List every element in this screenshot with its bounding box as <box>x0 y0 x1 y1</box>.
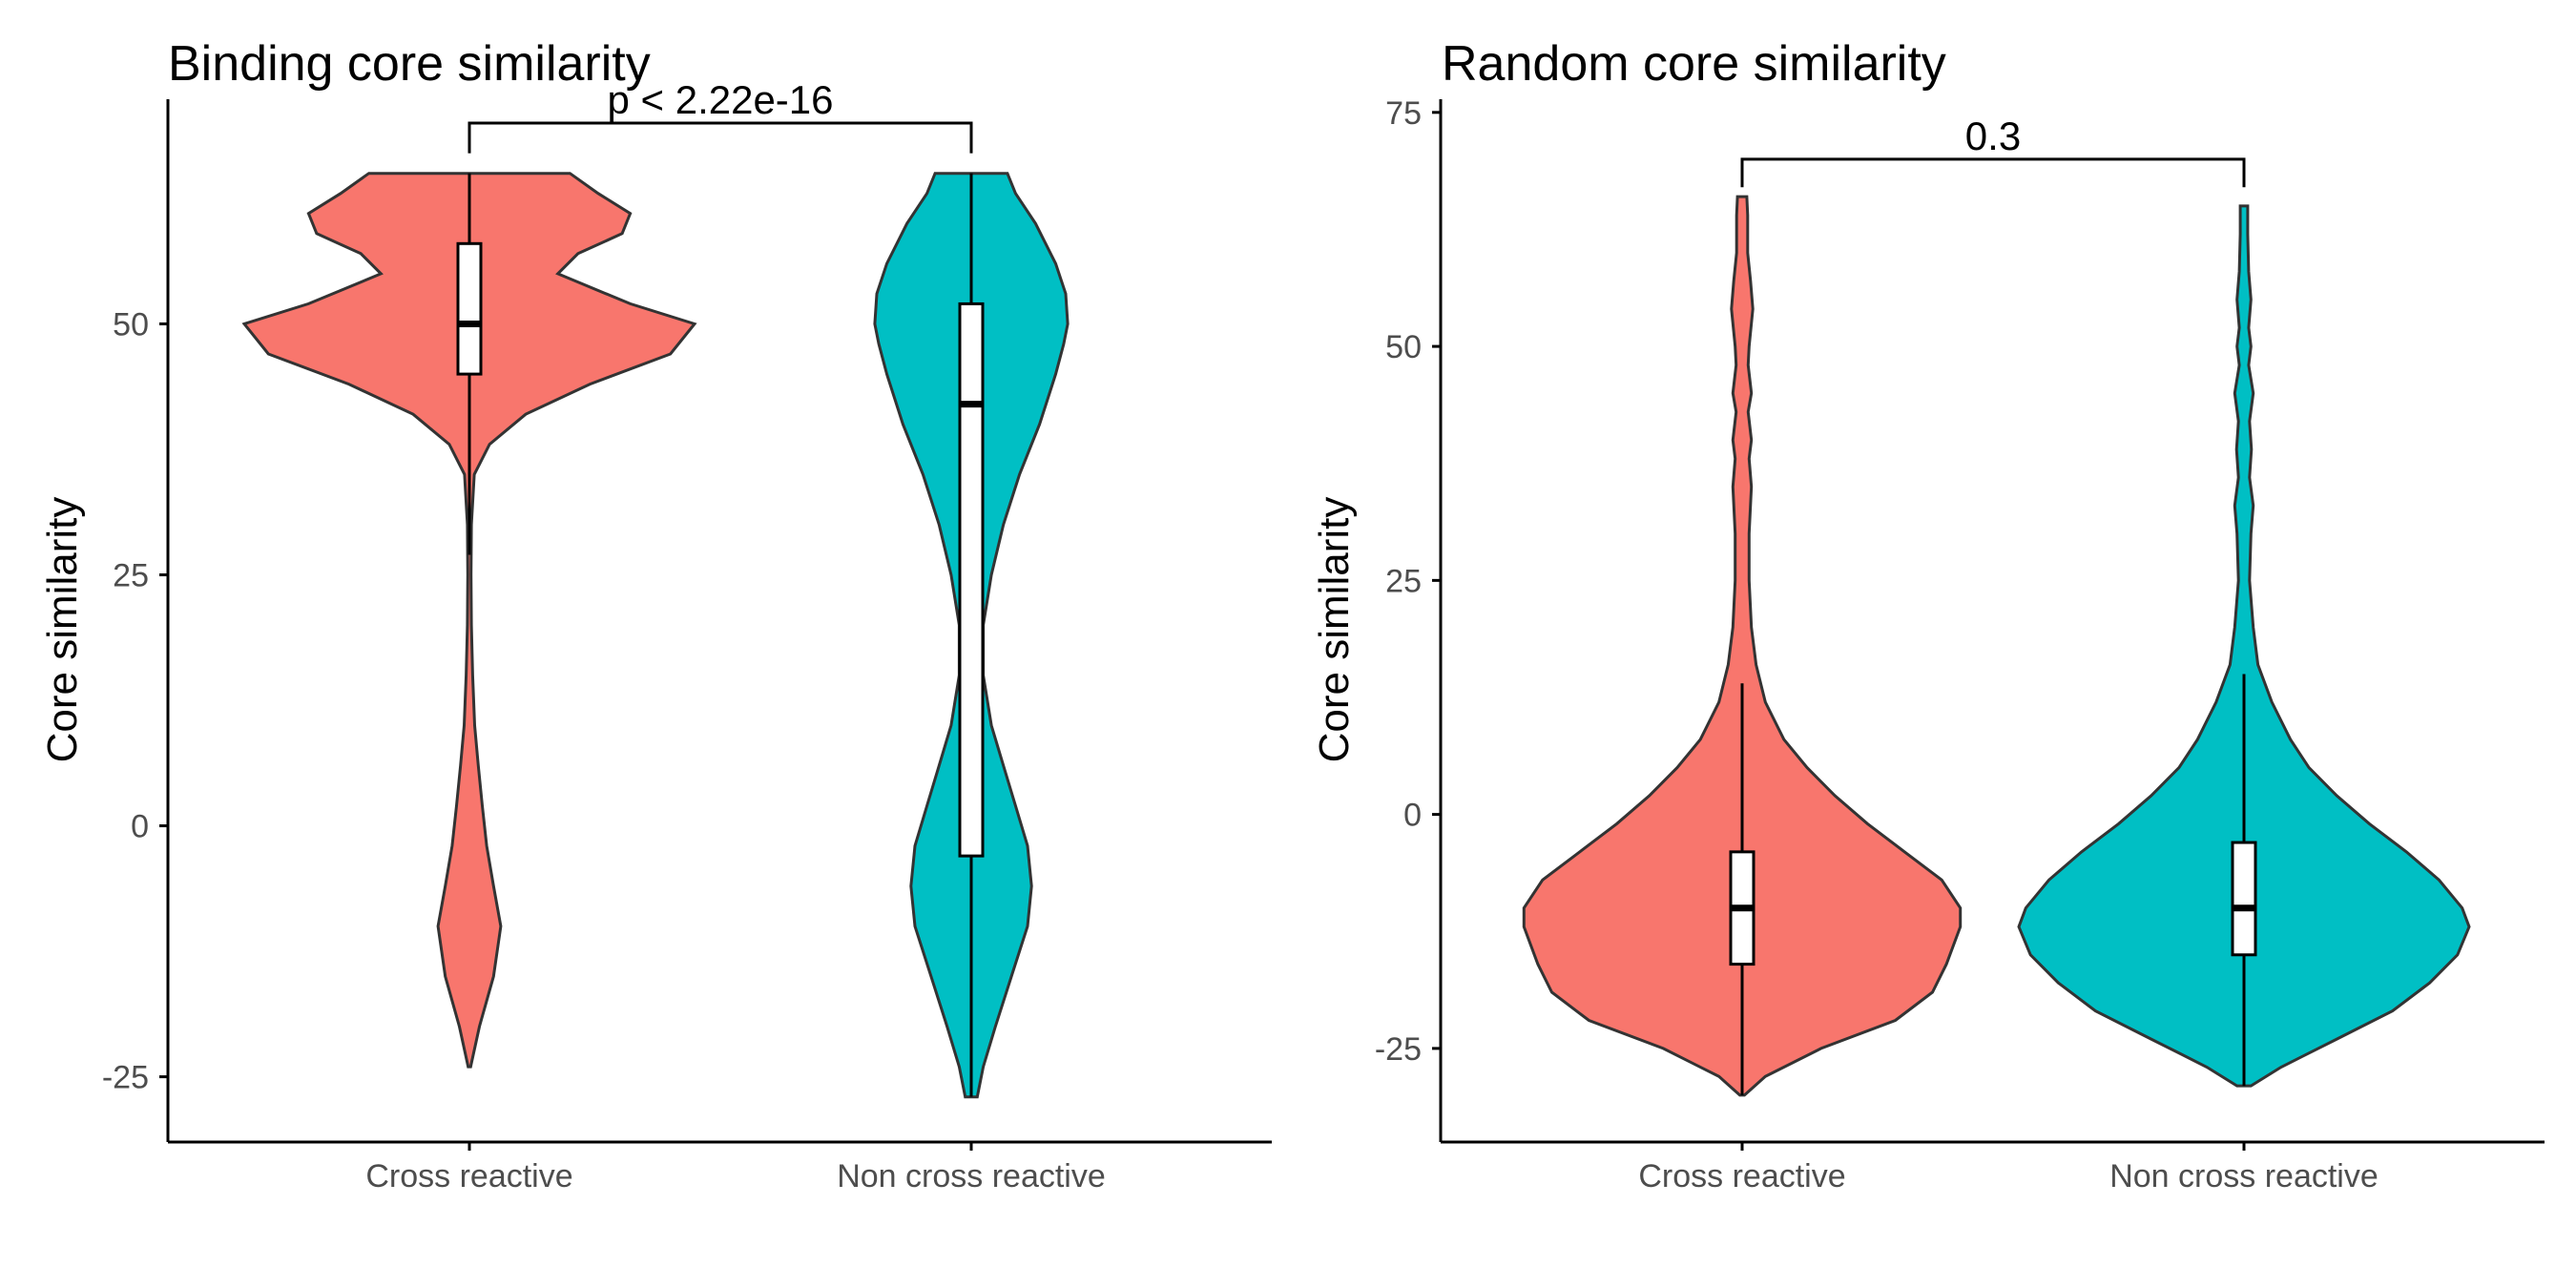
iqr-box <box>2231 841 2257 957</box>
y-tick-label: 50 <box>1385 329 1422 365</box>
p-value-label: p < 2.22e-16 <box>607 77 833 122</box>
comparison-bracket: 0.3 <box>1740 114 2246 188</box>
x-tick-label: Non cross reactive <box>2109 1158 2379 1195</box>
tick-layer: -25 0 25 50 75 Cross reactive Non cross reacti… <box>1375 95 2379 1195</box>
iqr-box <box>958 301 985 858</box>
violin-layer <box>1522 195 2471 1097</box>
x-tick-label: Cross reactive <box>365 1158 572 1195</box>
panel-random-core-similarity: Random core similarity Core similarity -… <box>1311 36 2545 1195</box>
panel-title: Random core similarity <box>1442 36 1946 92</box>
bracket-line <box>467 121 973 154</box>
panel-title: Binding core similarity <box>168 36 651 92</box>
violin-cross-reactive <box>1522 195 1963 1097</box>
x-tick-label: Non cross reactive <box>837 1158 1106 1195</box>
x-tick-label: Cross reactive <box>1638 1158 1845 1195</box>
y-axis-label: Core similarity <box>1311 497 1358 763</box>
tick-layer: -25 0 25 50 Cross reactive Non cross reactive <box>102 306 1106 1195</box>
box-layer <box>1729 674 2257 1095</box>
bracket-line <box>1740 157 2246 188</box>
axes <box>166 99 1272 1144</box>
comparison-bracket: p < 2.22e-16 <box>467 77 973 154</box>
iqr-box <box>456 241 483 376</box>
y-tick-label: 25 <box>1385 563 1422 599</box>
y-tick-label: 0 <box>131 809 149 845</box>
y-tick-label: -25 <box>102 1060 149 1096</box>
y-tick-label: 75 <box>1385 95 1422 132</box>
axes <box>1439 99 2545 1144</box>
violin-non-cross-reactive <box>2017 204 2471 1088</box>
y-axis-label: Core similarity <box>39 497 86 763</box>
y-tick-label: 25 <box>113 558 149 594</box>
box-layer <box>456 173 985 1097</box>
violin-layer <box>241 172 1070 1099</box>
y-tick-label: 50 <box>113 306 149 343</box>
p-value-label: 0.3 <box>1965 114 2021 158</box>
y-tick-label: 0 <box>1403 798 1422 834</box>
panel-binding-core-similarity: Binding core similarity Core similarity … <box>39 36 1272 1195</box>
y-tick-label: -25 <box>1375 1031 1422 1068</box>
